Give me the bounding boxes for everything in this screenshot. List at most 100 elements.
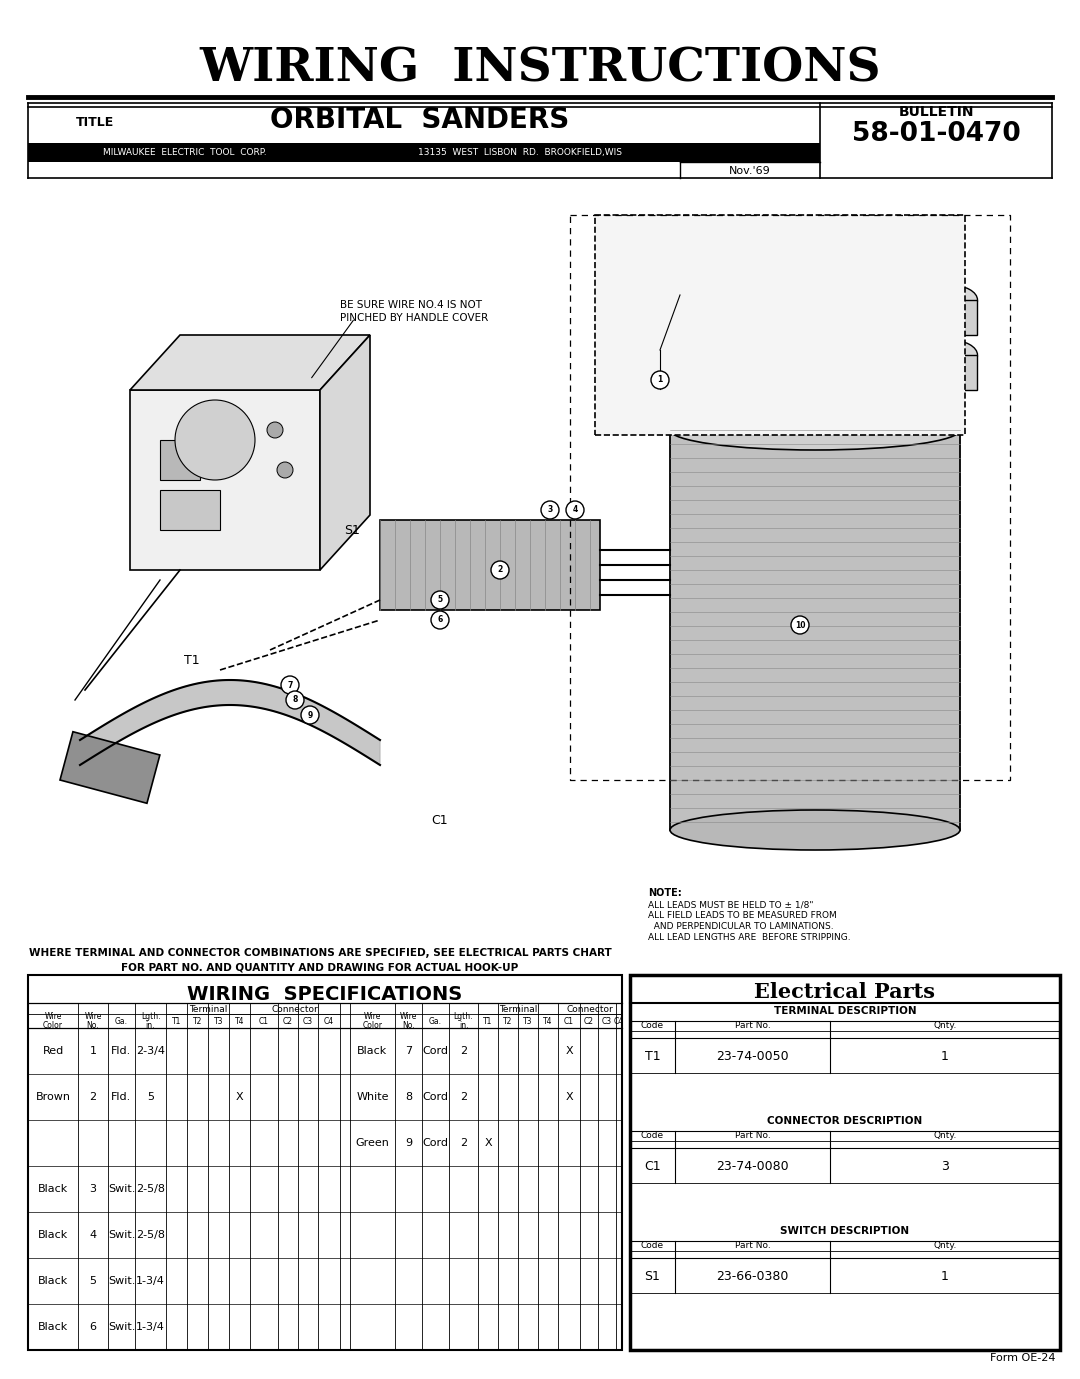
Bar bbox=[160, 440, 200, 480]
Circle shape bbox=[286, 691, 303, 709]
Text: 6: 6 bbox=[437, 615, 443, 625]
Circle shape bbox=[281, 676, 299, 694]
Text: 4: 4 bbox=[572, 506, 578, 514]
Text: C2: C2 bbox=[584, 1016, 594, 1026]
Text: WIRING  SPECIFICATIONS: WIRING SPECIFICATIONS bbox=[187, 986, 462, 1004]
Text: Nov.'69: Nov.'69 bbox=[729, 165, 771, 177]
Circle shape bbox=[175, 400, 255, 480]
Text: T2: T2 bbox=[193, 1016, 202, 1026]
Circle shape bbox=[276, 462, 293, 479]
Text: Part No.: Part No. bbox=[734, 1241, 770, 1251]
Text: T1: T1 bbox=[172, 1016, 181, 1026]
Text: Qnty.: Qnty. bbox=[933, 1132, 957, 1140]
Text: 5: 5 bbox=[437, 596, 443, 604]
Polygon shape bbox=[130, 335, 370, 390]
Text: Qnty.: Qnty. bbox=[933, 1241, 957, 1251]
Text: 1-3/4: 1-3/4 bbox=[136, 1276, 165, 1287]
Text: C2: C2 bbox=[283, 1016, 293, 1026]
Text: Brown: Brown bbox=[36, 1092, 70, 1102]
Text: 1-3/4: 1-3/4 bbox=[136, 1322, 165, 1332]
Text: AND PERPENDICULAR TO LAMINATIONS.: AND PERPENDICULAR TO LAMINATIONS. bbox=[648, 923, 834, 931]
Text: 1: 1 bbox=[658, 375, 663, 385]
Text: Wire
Color: Wire Color bbox=[43, 1012, 63, 1030]
Text: T1: T1 bbox=[484, 1016, 492, 1026]
Text: Qnty.: Qnty. bbox=[933, 1022, 957, 1030]
Ellipse shape bbox=[922, 285, 977, 314]
Text: T3: T3 bbox=[523, 1016, 532, 1026]
Text: 8: 8 bbox=[293, 695, 298, 705]
Text: ALL LEAD LENGTHS ARE  BEFORE STRIPPING.: ALL LEAD LENGTHS ARE BEFORE STRIPPING. bbox=[648, 934, 851, 942]
Bar bbox=[0, 178, 1080, 883]
Text: 3: 3 bbox=[941, 1160, 949, 1172]
Text: Connector: Connector bbox=[272, 1004, 319, 1014]
Text: Swit.: Swit. bbox=[108, 1185, 135, 1194]
Text: FOR PART NO. AND QUANTITY AND DRAWING FOR ACTUAL HOOK-UP: FOR PART NO. AND QUANTITY AND DRAWING FO… bbox=[121, 963, 518, 972]
Circle shape bbox=[491, 561, 509, 579]
Bar bbox=[670, 430, 960, 830]
Text: S1: S1 bbox=[645, 1270, 661, 1282]
Ellipse shape bbox=[922, 341, 977, 370]
Text: Lgth.
in.: Lgth. in. bbox=[454, 1012, 473, 1030]
Ellipse shape bbox=[670, 809, 960, 849]
Text: Black: Black bbox=[38, 1230, 68, 1240]
Text: Part No.: Part No. bbox=[734, 1022, 770, 1030]
Text: 23-74-0080: 23-74-0080 bbox=[716, 1160, 788, 1172]
Text: Part No.: Part No. bbox=[734, 1132, 770, 1140]
Text: ALL LEADS MUST BE HELD TO ± 1/8": ALL LEADS MUST BE HELD TO ± 1/8" bbox=[648, 900, 813, 909]
Bar bbox=[630, 975, 1059, 1350]
Text: Swit.: Swit. bbox=[108, 1322, 135, 1332]
Text: ALL FIELD LEADS TO BE MEASURED FROM: ALL FIELD LEADS TO BE MEASURED FROM bbox=[648, 912, 837, 920]
Text: Black: Black bbox=[38, 1185, 68, 1194]
Text: 23-74-0050: 23-74-0050 bbox=[716, 1049, 788, 1062]
Text: C1: C1 bbox=[564, 1016, 573, 1026]
Text: C3: C3 bbox=[302, 1016, 313, 1026]
Text: Swit.: Swit. bbox=[108, 1230, 135, 1240]
Text: C4: C4 bbox=[324, 1016, 334, 1026]
Text: X: X bbox=[235, 1092, 243, 1102]
Text: 1: 1 bbox=[941, 1049, 949, 1062]
Text: 13135  WEST  LISBON  RD.  BROOKFIELD,WIS: 13135 WEST LISBON RD. BROOKFIELD,WIS bbox=[418, 148, 622, 157]
Text: 2: 2 bbox=[90, 1092, 96, 1102]
Polygon shape bbox=[320, 335, 370, 570]
Text: 23-66-0380: 23-66-0380 bbox=[716, 1270, 788, 1282]
Text: MILWAUKEE  ELECTRIC  TOOL  CORP.: MILWAUKEE ELECTRIC TOOL CORP. bbox=[104, 148, 267, 157]
Text: T2: T2 bbox=[503, 1016, 513, 1026]
Text: ORBITAL  SANDERS: ORBITAL SANDERS bbox=[270, 106, 569, 134]
Text: Electrical Parts: Electrical Parts bbox=[755, 982, 935, 1003]
Circle shape bbox=[301, 706, 319, 724]
Text: Cord: Cord bbox=[422, 1047, 448, 1056]
Text: 5: 5 bbox=[147, 1092, 154, 1102]
Text: Green: Green bbox=[355, 1138, 390, 1147]
Text: X: X bbox=[484, 1138, 491, 1147]
Text: Swit.: Swit. bbox=[108, 1276, 135, 1287]
Text: 7: 7 bbox=[287, 680, 293, 690]
Text: C1: C1 bbox=[432, 814, 448, 826]
Bar bbox=[595, 215, 966, 434]
Text: Fld.: Fld. bbox=[111, 1047, 132, 1056]
Text: C1: C1 bbox=[259, 1016, 269, 1026]
Circle shape bbox=[431, 611, 449, 629]
Text: CONNECTOR DESCRIPTION: CONNECTOR DESCRIPTION bbox=[768, 1116, 922, 1127]
Text: Code: Code bbox=[640, 1241, 664, 1251]
Text: 2: 2 bbox=[460, 1047, 467, 1056]
Text: BE SURE WIRE NO.4 IS NOT: BE SURE WIRE NO.4 IS NOT bbox=[340, 301, 482, 310]
Bar bbox=[28, 143, 820, 161]
Text: Black: Black bbox=[38, 1276, 68, 1287]
Text: Terminal: Terminal bbox=[499, 1004, 537, 1014]
Text: C1: C1 bbox=[644, 1160, 661, 1172]
Text: 1: 1 bbox=[90, 1047, 96, 1056]
Text: PINCHED BY HANDLE COVER: PINCHED BY HANDLE COVER bbox=[340, 313, 488, 323]
Text: Date: Date bbox=[737, 146, 764, 156]
Text: 2-5/8: 2-5/8 bbox=[136, 1230, 165, 1240]
Text: Code: Code bbox=[640, 1022, 664, 1030]
Text: 2-3/4: 2-3/4 bbox=[136, 1047, 165, 1056]
Circle shape bbox=[566, 501, 584, 519]
Text: Black: Black bbox=[38, 1322, 68, 1332]
Ellipse shape bbox=[670, 410, 960, 450]
Text: Wire
No.: Wire No. bbox=[84, 1012, 102, 1030]
Text: 3: 3 bbox=[548, 506, 553, 514]
Text: Ga.: Ga. bbox=[429, 1016, 442, 1026]
Text: Form OE-24: Form OE-24 bbox=[989, 1353, 1055, 1362]
Circle shape bbox=[431, 592, 449, 610]
Text: 10: 10 bbox=[795, 621, 806, 629]
